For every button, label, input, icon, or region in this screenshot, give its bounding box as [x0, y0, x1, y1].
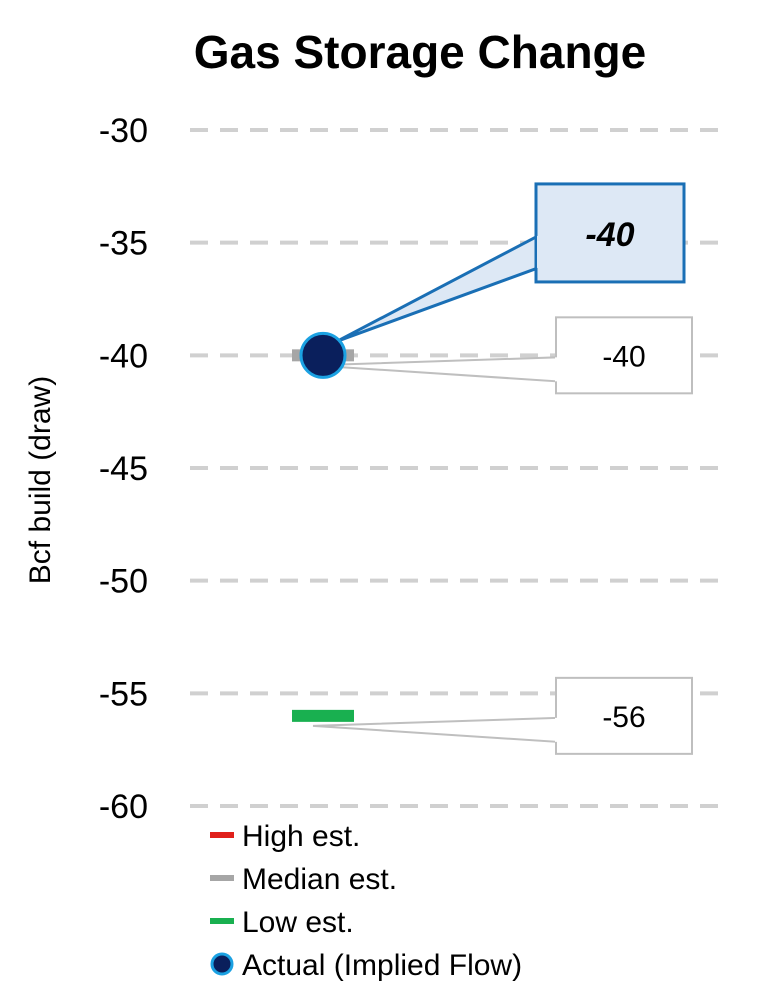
callout-seam — [555, 717, 558, 742]
y-tick-label: -60 — [99, 788, 148, 826]
y-tick-label: -45 — [99, 450, 148, 488]
callout-box-actual — [534, 182, 686, 284]
legend-label: Median est. — [242, 863, 397, 896]
y-tick-label: -30 — [99, 112, 148, 150]
callout-label: -40 — [602, 340, 645, 373]
callout-label-actual: -40 — [585, 216, 634, 254]
legend-item: Actual (Implied Flow) — [210, 949, 522, 982]
y-tick-label: -50 — [99, 563, 148, 601]
y-axis-label: Bcf build (draw) — [24, 376, 57, 584]
callout-leaders — [312, 233, 558, 743]
legend-label: Actual (Implied Flow) — [242, 949, 522, 982]
chart-title: Gas Storage Change — [194, 26, 646, 78]
legend-label: Low est. — [242, 906, 354, 939]
y-axis-ticks: -30 -35 -40 -45 -50 -55 -60 — [99, 112, 148, 826]
marker-low-est- — [292, 709, 354, 722]
actual-point — [299, 331, 347, 379]
legend-item: Median est. — [210, 863, 397, 896]
legend-dash-icon — [210, 918, 234, 924]
legend-label: High est. — [242, 820, 360, 853]
legend-dash-icon — [210, 832, 234, 838]
y-tick-label: -55 — [99, 675, 148, 713]
y-tick-label: -35 — [99, 225, 148, 263]
legend: High est. Median est. Low est. Actual (Impl… — [210, 820, 522, 982]
data-marks — [292, 331, 354, 722]
callout-box — [555, 316, 693, 395]
callout-seam — [537, 235, 540, 268]
legend-circle-icon — [210, 952, 234, 976]
legend-dash-icon — [210, 875, 234, 881]
callout-leader — [336, 233, 540, 343]
callouts: -40 -40 -56 — [534, 182, 693, 755]
legend-item: Low est. — [210, 906, 354, 939]
callout-label: -56 — [602, 701, 645, 734]
y-tick-label: -40 — [99, 337, 148, 375]
legend-item: High est. — [210, 820, 360, 853]
callout-seam — [555, 357, 558, 382]
callout-box — [555, 676, 693, 755]
